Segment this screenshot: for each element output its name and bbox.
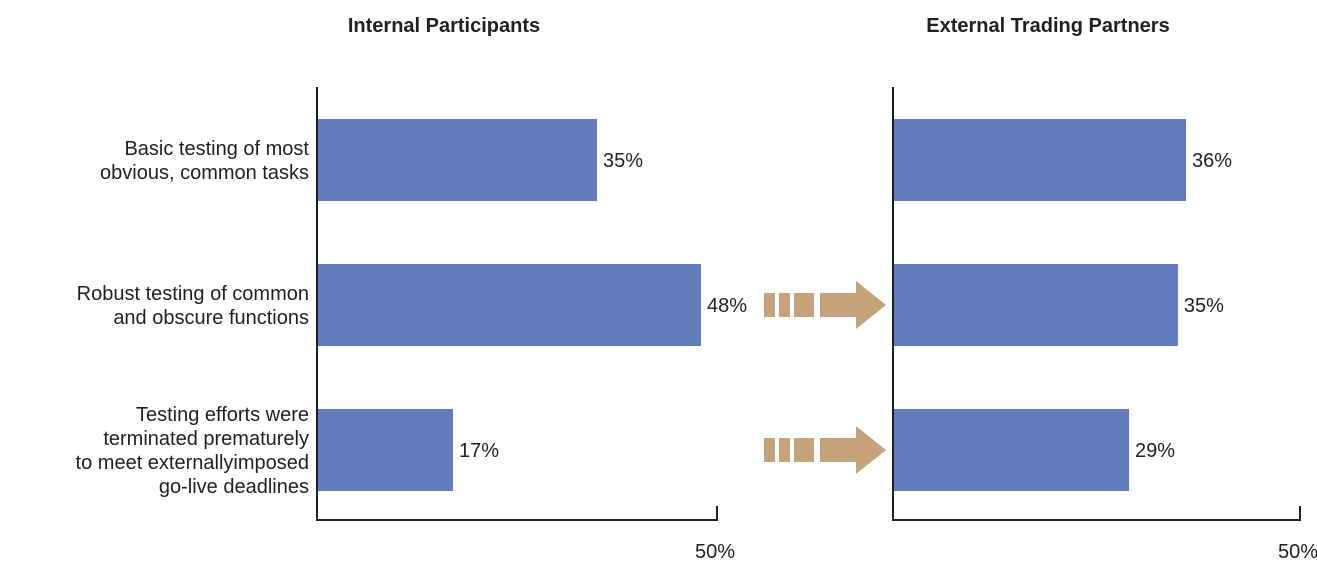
- bar-external-3: [893, 409, 1130, 491]
- value-label-internal-1: 35%: [603, 150, 643, 172]
- category-label-2-line-2: and obscure functions: [113, 307, 309, 329]
- arrow-head: [820, 426, 886, 474]
- category-label-1-line-1: Basic testing of most: [124, 138, 309, 160]
- arrow-dash: [779, 438, 790, 462]
- panel-external: 36% 35% 29% 50%: [892, 87, 1317, 563]
- bar-external-2: [893, 264, 1178, 346]
- chart-title-external: External Trading Partners: [926, 15, 1169, 37]
- arrow-2: [764, 426, 886, 474]
- value-label-internal-3: 17%: [459, 440, 499, 462]
- category-label-3-line-2: terminated prematurely: [103, 428, 309, 450]
- value-label-external-1: 36%: [1192, 150, 1232, 172]
- arrow-dash: [764, 293, 775, 317]
- bar-external-1: [893, 119, 1187, 201]
- bar-internal-3: [317, 409, 453, 491]
- chart-title-internal: Internal Participants: [348, 15, 540, 37]
- value-label-external-2: 35%: [1184, 295, 1224, 317]
- value-label-external-3: 29%: [1135, 440, 1175, 462]
- x-tick-label-internal: 50%: [695, 541, 735, 563]
- category-label-3-line-3: to meet externallyimposed: [76, 452, 309, 474]
- bar-internal-2: [317, 264, 701, 346]
- arrow-dash: [779, 293, 790, 317]
- arrow-head: [820, 281, 886, 329]
- arrow-dash: [794, 293, 814, 317]
- arrow-dash: [764, 438, 775, 462]
- category-label-2-line-1: Robust testing of common: [77, 283, 309, 305]
- arrows-group: [764, 281, 886, 474]
- category-label-1-line-2: obvious, common tasks: [100, 162, 309, 184]
- arrow-1: [764, 281, 886, 329]
- value-label-internal-2: 48%: [707, 295, 747, 317]
- x-tick-label-external: 50%: [1278, 541, 1317, 563]
- bar-internal-1: [317, 119, 597, 201]
- category-label-3-line-4: go-live deadlines: [159, 476, 309, 498]
- panel-internal: 35% 48% 17% 50% Basic testing of mostobvious…: [76, 87, 747, 563]
- arrow-dash: [794, 438, 814, 462]
- category-label-3-line-1: Testing efforts were: [136, 404, 309, 426]
